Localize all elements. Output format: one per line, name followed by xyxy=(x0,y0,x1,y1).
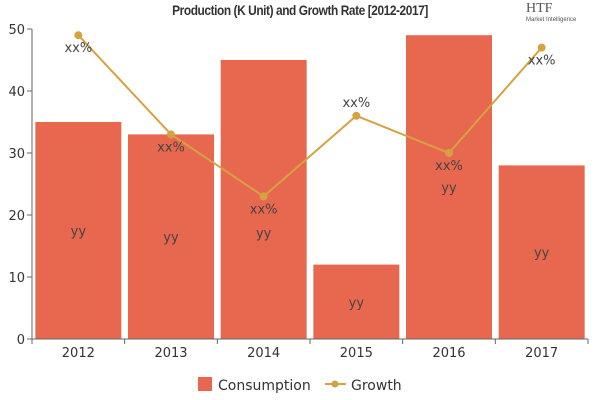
bar-2013 xyxy=(128,134,214,339)
growth-point-2016 xyxy=(445,149,453,157)
growth-data-label: xx% xyxy=(157,140,185,155)
bar-2016 xyxy=(406,35,492,339)
y-tick-label: 10 xyxy=(8,271,25,286)
y-tick-label: 20 xyxy=(8,209,25,224)
chart-title: Production (K Unit) and Growth Rate [201… xyxy=(172,2,428,18)
x-tick-label: 2013 xyxy=(154,346,187,361)
legend-consumption-swatch xyxy=(198,377,212,391)
bar-data-label: yy xyxy=(534,246,550,261)
logo-subtext: Market Intelligence xyxy=(526,17,577,23)
bar-2012 xyxy=(35,122,122,339)
legend-growth-label: Growth xyxy=(351,378,402,394)
growth-point-2013 xyxy=(167,130,175,139)
x-tick-label: 2016 xyxy=(432,346,465,361)
bar-data-label: yy xyxy=(256,226,272,241)
x-tick-label: 2015 xyxy=(340,346,373,361)
legend-consumption-label: Consumption xyxy=(218,378,311,394)
y-tick-label: 0 xyxy=(17,333,25,348)
bar-data-label: yy xyxy=(71,225,87,240)
logo-text: HTF xyxy=(526,1,553,16)
growth-data-label: xx% xyxy=(250,202,278,217)
x-tick-label: 2017 xyxy=(525,346,558,361)
bar-data-label: yy xyxy=(441,181,457,196)
growth-point-2015 xyxy=(352,111,361,120)
growth-data-label: xx% xyxy=(342,96,370,111)
legend-growth-marker xyxy=(331,380,339,388)
growth-point-2012 xyxy=(74,31,83,40)
growth-data-label: xx% xyxy=(435,159,463,174)
bar-2015 xyxy=(313,264,400,339)
growth-data-label: xx% xyxy=(64,41,92,56)
bar-data-label: yy xyxy=(349,296,365,311)
growth-line xyxy=(77,34,543,198)
x-tick-label: 2014 xyxy=(247,346,280,361)
y-tick-label: 30 xyxy=(8,147,25,162)
y-tick-label: 50 xyxy=(8,23,25,38)
growth-data-label: xx% xyxy=(528,54,556,69)
bar-2017 xyxy=(498,165,585,339)
growth-point-2017 xyxy=(537,43,546,52)
x-tick-label: 2012 xyxy=(62,346,95,361)
htf-logo: HTF Market Intelligence xyxy=(526,2,586,28)
y-tick-label: 40 xyxy=(8,85,25,100)
bar-data-label: yy xyxy=(163,231,179,246)
growth-point-2014 xyxy=(259,192,268,201)
